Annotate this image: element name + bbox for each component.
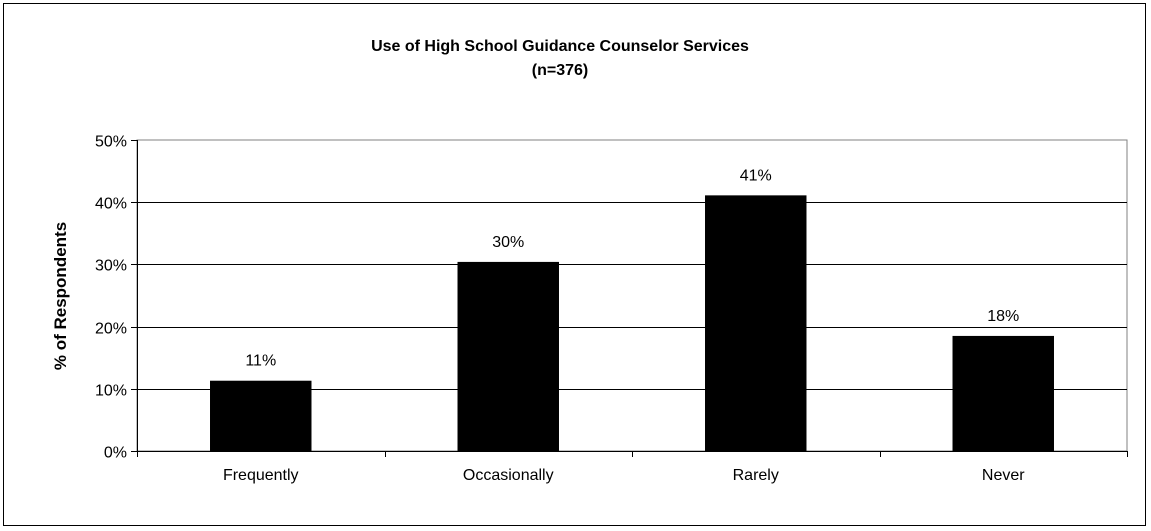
bar-rarely (705, 195, 807, 451)
chart-title: Use of High School Guidance Counselor Se… (371, 38, 749, 55)
y-axis-title: % of Respondents (51, 222, 70, 370)
chart-subtitle: (n=376) (532, 62, 588, 79)
x-tick-label-occasionally: Occasionally (463, 467, 554, 484)
data-label-rarely: 41% (740, 167, 772, 184)
data-labels: 11% 30% 41% 18% (245, 167, 1019, 369)
x-tick-label-rarely: Rarely (733, 467, 779, 484)
bar-occasionally (457, 261, 559, 451)
x-tick-label-never: Never (982, 467, 1025, 484)
bar-never (952, 335, 1054, 451)
x-tick-label-frequently: Frequently (223, 467, 299, 484)
y-tick-label: 20% (95, 321, 127, 338)
bars (210, 195, 1054, 451)
axes (131, 140, 1128, 457)
data-label-never: 18% (987, 308, 1019, 325)
y-tick-label: 40% (95, 196, 127, 213)
y-tick-label: 0% (104, 445, 127, 462)
bar-frequently (210, 380, 312, 451)
y-tick-label: 30% (95, 258, 127, 275)
x-tick-labels: Frequently Occasionally Rarely Never (223, 467, 1025, 484)
y-tick-label: 10% (95, 383, 127, 400)
y-tick-label: 50% (95, 134, 127, 151)
y-tick-labels: 0% 10% 20% 30% 40% 50% (95, 134, 127, 462)
data-label-frequently: 11% (245, 353, 276, 370)
data-label-occasionally: 30% (492, 234, 524, 251)
